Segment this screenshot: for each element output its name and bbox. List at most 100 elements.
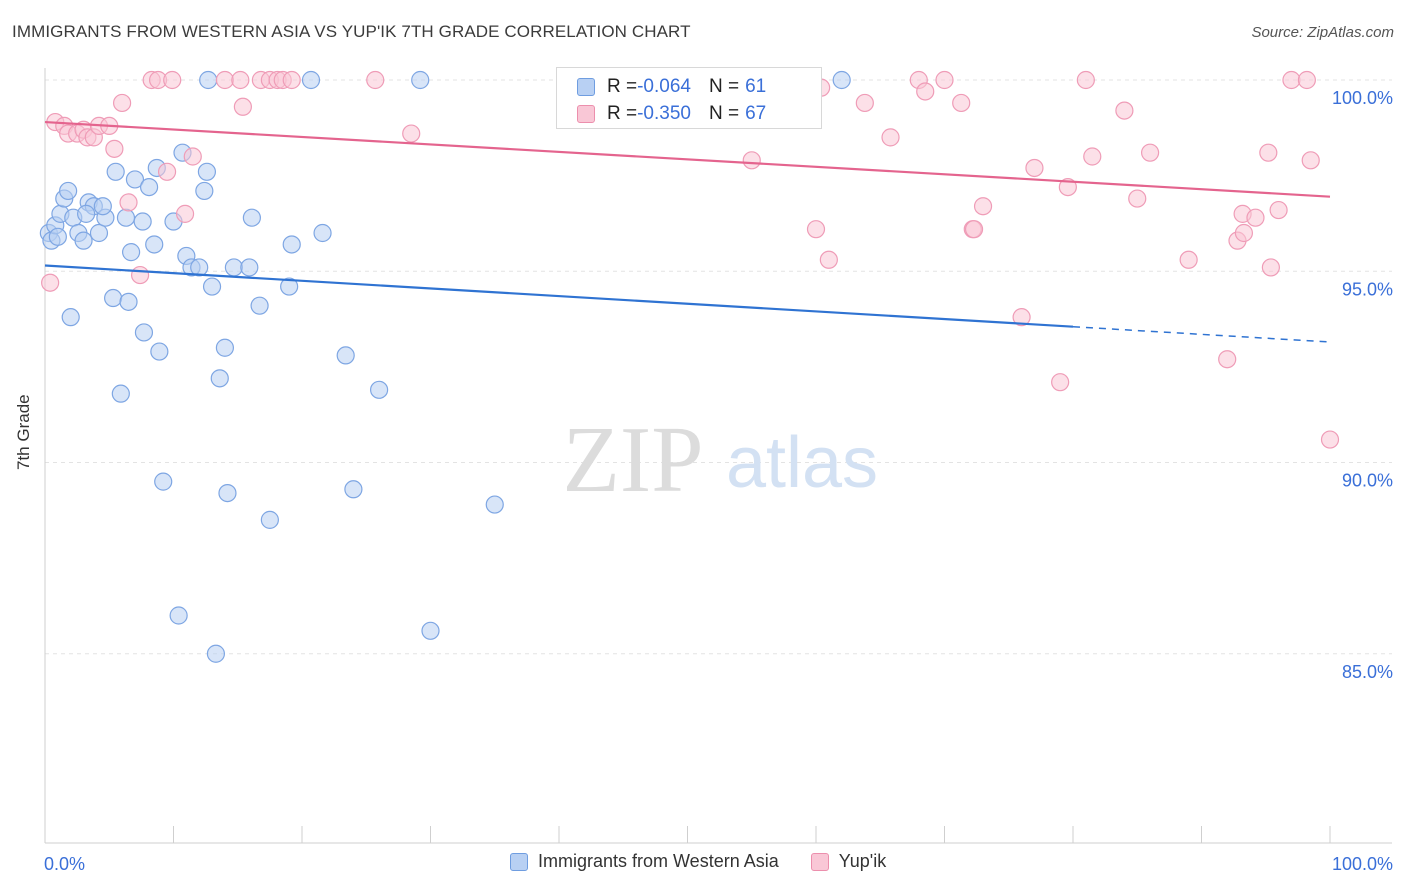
r-label: R = [607, 103, 638, 124]
yupik-point [1218, 350, 1237, 369]
yupik-point [964, 220, 984, 239]
western-asia-point [210, 369, 229, 388]
yupik-point [105, 139, 124, 158]
western-asia-point [145, 235, 164, 254]
y-tick-label: 100.0% [1332, 88, 1393, 108]
tick-label-layer: 100.0% 95.0% 90.0% 85.0% 0.0% 100.0% [44, 88, 1393, 874]
yupik-point [1269, 200, 1288, 220]
yupik-point [1083, 147, 1102, 166]
western-asia-point [197, 162, 217, 181]
western-asia-point [202, 277, 222, 296]
western-asia-trend-extension [1072, 325, 1331, 343]
western-asia-point [111, 384, 130, 403]
western-asia-point [133, 212, 152, 231]
western-asia-point [224, 258, 243, 277]
western-asia-point [190, 258, 209, 277]
yupik-point [215, 70, 234, 90]
western-asia-point [48, 227, 67, 246]
western-asia-point [116, 208, 136, 227]
yupik-trend-line [44, 120, 1331, 198]
yupik-point [366, 70, 385, 90]
western-asia-point [832, 70, 851, 90]
stats-row-blue: R = -0.064 N = 61 [577, 74, 766, 100]
yupik-point [806, 220, 826, 239]
yupik-point [1259, 143, 1278, 162]
western-asia-point [139, 178, 159, 197]
watermark-atlas: atlas [726, 423, 878, 503]
western-asia-point [301, 70, 321, 90]
legend-swatch-pink [810, 852, 829, 871]
yupik-point [916, 82, 935, 101]
western-asia-point [282, 235, 301, 254]
western-asia-point [260, 510, 279, 529]
trend-layer [44, 120, 1331, 343]
yupik-point [163, 70, 182, 90]
yupik-point [233, 97, 252, 116]
yupik-point [157, 162, 177, 181]
y-tick-label: 95.0% [1342, 279, 1393, 299]
western-asia-point [77, 204, 96, 223]
western-asia-point [250, 296, 269, 315]
x-tick-label: 0.0% [44, 854, 85, 874]
western-asia-point [154, 472, 173, 491]
western-asia-point [336, 346, 355, 365]
legend-swatch-blue [510, 852, 528, 871]
watermark-zip: ZIP [563, 408, 704, 512]
western-asia-point [106, 162, 125, 181]
western-asia-point [89, 223, 109, 243]
western-asia-point [240, 258, 259, 277]
yupik-point [1025, 158, 1044, 178]
legend-item-western-asia[interactable]: Immigrants from Western Asia [510, 851, 779, 872]
yupik-point [282, 70, 301, 90]
legend-label: Yup'ik [838, 851, 887, 871]
r-value: -0.064 [637, 76, 691, 97]
y-tick-label: 90.0% [1342, 471, 1393, 491]
yupik-point [402, 124, 421, 143]
points-layer [39, 70, 1340, 663]
western-asia-point [485, 495, 504, 514]
x-tick-label: 100.0% [1332, 854, 1393, 874]
western-asia-point [280, 277, 299, 296]
yupik-point [973, 197, 993, 216]
yupik-point [1051, 373, 1070, 392]
yupik-point [130, 265, 150, 285]
stats-swatch-blue [577, 78, 595, 96]
yupik-point [1234, 223, 1254, 243]
western-asia-trend-line [44, 264, 1074, 328]
yupik-point [1115, 101, 1134, 120]
axis-layer [44, 68, 1392, 844]
n-label: N = [708, 103, 740, 124]
yupik-point [183, 147, 202, 166]
grid-layer [45, 79, 1392, 655]
western-asia-point [370, 380, 389, 399]
r-value: -0.350 [637, 103, 691, 124]
n-label: N = [708, 76, 740, 97]
yupik-point [1261, 258, 1280, 277]
yupik-point [175, 204, 195, 223]
western-asia-point [119, 292, 138, 311]
chart-legend: Immigrants from Western Asia Yup'ik [510, 851, 918, 872]
western-asia-point [125, 170, 145, 189]
r-label: R = [607, 76, 638, 97]
yupik-point [1076, 70, 1095, 90]
y-axis-label: 7th Grade [14, 394, 33, 470]
yupik-point [742, 151, 761, 170]
western-asia-point [150, 342, 169, 361]
n-value: 67 [745, 103, 767, 124]
western-asia-point [61, 308, 80, 327]
western-asia-point [206, 644, 226, 663]
yupik-point [1179, 250, 1198, 269]
yupik-point [1282, 70, 1301, 90]
western-asia-point [218, 484, 237, 503]
chart-title: IMMIGRANTS FROM WESTERN ASIA VS YUP'IK 7… [12, 22, 691, 41]
legend-item-yupik[interactable]: Yup'ik [810, 851, 887, 872]
western-asia-point [215, 338, 234, 357]
western-asia-point [121, 243, 141, 262]
western-asia-point [411, 70, 430, 90]
source-label: Source: ZipAtlas.com [1251, 24, 1394, 41]
yupik-point [881, 128, 900, 147]
western-asia-point [169, 606, 188, 625]
yupik-point [1301, 151, 1320, 170]
western-asia-point [199, 70, 218, 90]
